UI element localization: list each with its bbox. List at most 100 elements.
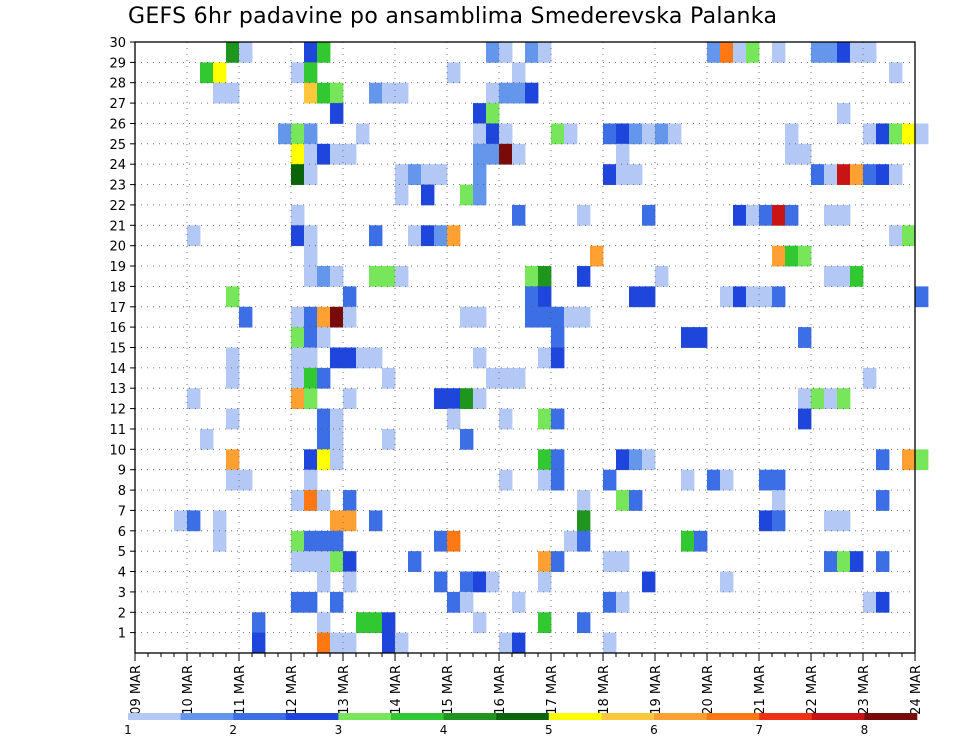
heatmap-cell — [785, 204, 799, 226]
heatmap-cell — [330, 266, 344, 287]
heatmap-cell — [291, 164, 305, 185]
heatmap-cell — [447, 388, 461, 409]
heatmap-cell — [681, 327, 695, 348]
x-tick-label: 21 MAR — [753, 665, 768, 715]
heatmap-cell — [473, 164, 487, 185]
heatmap-cell — [863, 367, 877, 389]
heatmap-cell — [486, 143, 500, 165]
heatmap-cell — [512, 367, 526, 389]
heatmap-cell — [824, 164, 838, 185]
heatmap-cell — [447, 62, 461, 84]
heatmap-cell — [395, 632, 409, 654]
heatmap-cell — [395, 164, 409, 185]
heatmap-cell — [863, 123, 877, 145]
colorbar-swatch — [496, 713, 550, 720]
y-tick-label: 11 — [109, 423, 126, 438]
heatmap-cell — [538, 347, 552, 369]
heatmap-cell — [343, 490, 357, 511]
heatmap-cell — [434, 225, 448, 247]
x-tick-label: 16 MAR — [493, 665, 508, 715]
heatmap-cell — [486, 42, 500, 63]
colorbar-swatch — [180, 713, 234, 720]
colorbar-swatch — [338, 713, 392, 720]
heatmap-cell — [577, 266, 591, 287]
y-tick-label: 26 — [109, 118, 126, 133]
heatmap-cell — [304, 266, 318, 287]
heatmap-cell — [317, 449, 331, 471]
heatmap-cell — [733, 204, 747, 226]
heatmap-cell — [317, 612, 331, 634]
heatmap-cell — [213, 530, 227, 552]
colorbar-swatch — [706, 713, 760, 720]
colorbar-label: 4 — [440, 723, 448, 737]
heatmap-cell — [733, 42, 747, 63]
heatmap-cell — [226, 82, 240, 104]
heatmap-cell — [473, 571, 487, 593]
heatmap-cell — [382, 612, 396, 634]
y-tick-label: 20 — [109, 240, 126, 255]
heatmap-cell — [616, 591, 630, 613]
heatmap-cell — [473, 612, 487, 634]
heatmap-cell — [187, 510, 201, 532]
heatmap-cell — [551, 347, 565, 369]
heatmap-cell — [525, 306, 539, 328]
colorbar-swatch — [391, 713, 444, 720]
heatmap-cell — [759, 469, 773, 491]
heatmap-cell — [330, 408, 344, 430]
heatmap-cell — [772, 42, 786, 63]
heatmap-cell — [824, 388, 838, 409]
x-tick-label: 09 MAR — [129, 665, 144, 715]
heatmap-cell — [850, 42, 864, 63]
heatmap-cell — [486, 123, 500, 145]
heatmap-cell — [291, 327, 305, 348]
heatmap-cell — [330, 449, 344, 471]
heatmap-cell — [915, 286, 929, 308]
heatmap-cell — [369, 612, 383, 634]
colorbar-label: 5 — [545, 723, 553, 737]
heatmap-cell — [577, 306, 591, 328]
heatmap-cell — [330, 428, 344, 450]
heatmap-cell — [538, 612, 552, 634]
y-tick-label: 5 — [118, 545, 126, 560]
heatmap-cell — [330, 103, 344, 124]
heatmap-cell — [824, 510, 838, 532]
heatmap-cell — [343, 510, 357, 532]
heatmap-cell — [551, 123, 565, 145]
heatmap-cell — [343, 143, 357, 165]
heatmap-cell — [837, 42, 851, 63]
heatmap-cell — [837, 551, 851, 572]
heatmap-cell — [603, 632, 617, 654]
heatmap-cell — [616, 123, 630, 145]
heatmap-cell — [330, 82, 344, 104]
heatmap-cell — [343, 388, 357, 409]
heatmap-cell — [343, 306, 357, 328]
heatmap-cell — [837, 388, 851, 409]
y-tick-label: 18 — [109, 280, 126, 295]
heatmap-cell — [213, 510, 227, 532]
heatmap-cell — [551, 551, 565, 572]
heatmap-cell — [551, 469, 565, 491]
heatmap-cell — [317, 266, 331, 287]
x-tick-label: 17 MAR — [545, 665, 560, 715]
colorbar-label: 7 — [755, 723, 763, 737]
heatmap-cell — [525, 286, 539, 308]
colorbar-swatch — [233, 713, 287, 720]
heatmap-cell — [304, 306, 318, 328]
heatmap-cell — [330, 143, 344, 165]
y-tick-label: 7 — [118, 504, 126, 519]
heatmap-cell — [642, 571, 656, 593]
heatmap-cell — [499, 469, 513, 491]
heatmap-cell — [824, 42, 838, 63]
heatmap-cell — [304, 42, 318, 63]
heatmap-cell — [304, 327, 318, 348]
heatmap-cell — [486, 367, 500, 389]
heatmap-cell — [434, 164, 448, 185]
y-tick-label: 17 — [109, 301, 126, 316]
heatmap-cell — [655, 123, 669, 145]
heatmap-cell — [876, 449, 890, 471]
heatmap-cell — [473, 143, 487, 165]
heatmap-cell — [863, 164, 877, 185]
heatmap-cell — [317, 490, 331, 511]
heatmap-cell — [837, 204, 851, 226]
x-tick-label: 23 MAR — [857, 665, 872, 715]
